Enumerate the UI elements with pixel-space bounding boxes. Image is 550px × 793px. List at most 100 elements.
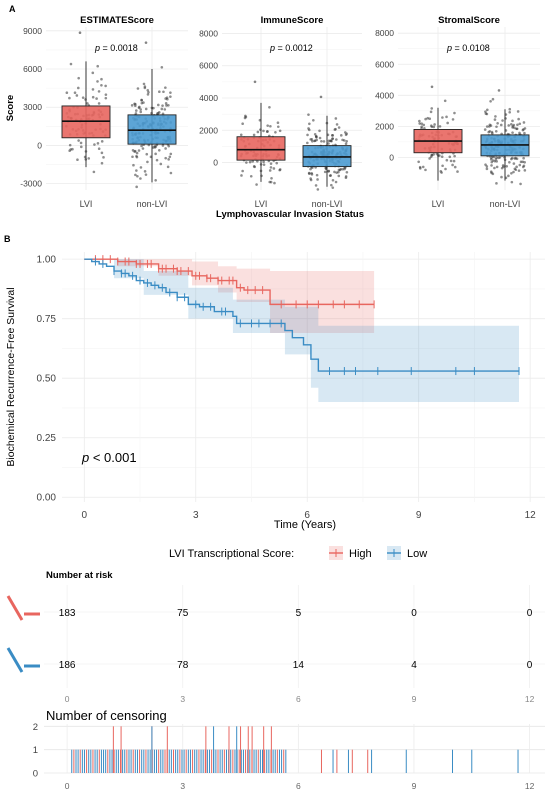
data-point: [331, 178, 335, 182]
data-point: [486, 108, 489, 112]
data-point: [313, 132, 317, 136]
x-tick-label: 3: [193, 510, 199, 521]
data-point: [139, 177, 142, 180]
data-point: [341, 167, 345, 171]
data-point: [167, 103, 170, 107]
data-point: [511, 125, 515, 128]
data-point: [135, 155, 139, 159]
data-point: [428, 117, 432, 121]
data-point: [262, 129, 265, 133]
data-point: [438, 125, 442, 128]
x-tick-label: 0: [65, 781, 70, 791]
data-point: [77, 139, 80, 142]
data-point: [330, 183, 333, 187]
data-point: [165, 104, 168, 107]
p-value-label: p = 0.0012: [269, 43, 313, 53]
box: [236, 136, 286, 161]
y-tick-label: 2000: [375, 121, 394, 131]
data-point: [523, 160, 526, 164]
panel-label-a: A: [9, 4, 16, 14]
confidence-band: [84, 259, 519, 402]
data-point: [337, 168, 341, 172]
censoring-plot: [44, 724, 545, 774]
data-point: [334, 180, 338, 184]
data-point: [441, 116, 444, 119]
data-point: [143, 85, 147, 88]
data-point: [491, 159, 495, 162]
y-tick-label: 2: [33, 722, 38, 733]
data-point: [143, 170, 147, 173]
data-point: [452, 159, 456, 163]
data-point: [441, 164, 444, 168]
data-point: [147, 90, 150, 94]
data-point: [309, 138, 312, 141]
panel-title: ESTIMATEScore: [80, 15, 154, 26]
data-point: [306, 133, 309, 137]
y-tick-label: 6000: [199, 61, 218, 71]
data-point: [93, 143, 96, 146]
data-point: [440, 155, 444, 158]
data-point: [68, 96, 71, 100]
data-point: [337, 174, 341, 178]
data-point: [484, 112, 488, 115]
data-point: [160, 107, 164, 111]
data-point: [495, 125, 498, 129]
data-point: [156, 112, 159, 115]
data-point: [144, 107, 148, 111]
data-point: [269, 124, 272, 128]
data-point: [146, 160, 149, 164]
data-point: [518, 122, 522, 126]
data-point: [485, 167, 489, 171]
legend: [329, 546, 401, 560]
data-point: [68, 143, 72, 147]
x-tick-label: 9: [412, 781, 417, 791]
data-point: [490, 156, 493, 160]
x-tick-label: 3: [180, 694, 185, 704]
data-point: [86, 102, 89, 105]
x-tick-label: LVI: [255, 199, 268, 209]
data-point: [91, 71, 95, 75]
data-point: [87, 157, 91, 160]
data-point: [241, 169, 244, 173]
data-point: [309, 178, 313, 182]
x-tick-label: 3: [180, 781, 185, 791]
y-tick-label: 2000: [199, 125, 218, 135]
boxplot-panel: p = 0.0012: [222, 27, 362, 191]
data-point: [423, 126, 426, 130]
data-point: [97, 90, 101, 93]
data-point: [318, 129, 321, 133]
boxplot-panel: p = 0.0108: [398, 27, 540, 190]
data-point: [315, 138, 318, 142]
x-axis-label: Time (Years): [274, 519, 336, 531]
x-tick-label: non-LVI: [312, 199, 343, 209]
data-point: [141, 147, 145, 150]
data-point: [241, 122, 244, 126]
data-point: [137, 106, 141, 110]
km-plot: p < 0.001: [62, 252, 545, 502]
data-point: [276, 121, 280, 125]
risk-table-title: Number at risk: [46, 570, 113, 581]
outlier-point: [430, 85, 434, 89]
y-tick-label: 6000: [23, 64, 42, 74]
data-point: [508, 107, 512, 111]
data-point: [164, 147, 167, 150]
data-point: [239, 133, 243, 137]
data-point: [136, 174, 139, 178]
data-point: [164, 97, 167, 100]
p-value-label: p = 0.0108: [446, 43, 490, 53]
y-tick-label: -3000: [20, 179, 42, 189]
data-point: [76, 86, 80, 90]
data-point: [521, 128, 525, 132]
data-point: [157, 103, 160, 107]
risk-count: 78: [177, 660, 189, 671]
data-point: [420, 126, 423, 130]
data-point: [495, 165, 499, 169]
data-point: [446, 121, 449, 125]
y-tick-label: 1.00: [37, 255, 57, 266]
data-point: [79, 145, 83, 149]
data-point: [276, 125, 280, 129]
data-point: [137, 149, 141, 152]
y-tick-label: 4000: [199, 93, 218, 103]
data-point: [313, 139, 316, 143]
data-point: [499, 123, 503, 127]
